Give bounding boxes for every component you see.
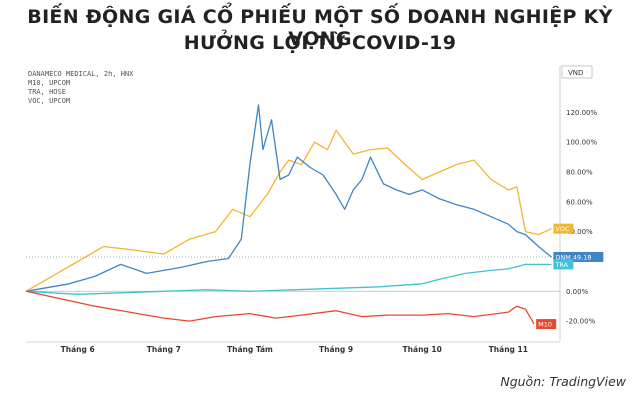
end-tag-label: DNM 49.18 bbox=[555, 253, 591, 261]
x-tick-label: Tháng 6 bbox=[61, 345, 95, 354]
chart-axes: VND 120.00% 100.00% 80.00% 60.00% 40.00% 0.00%… bbox=[26, 65, 597, 354]
chart-title-line-2: HƯỞNG LỢI TỪ COVID-19 bbox=[183, 32, 457, 54]
chart-end-tags: DNM 49.18 VOC TRA M10 bbox=[536, 223, 604, 330]
y-tick-label: 60.00% bbox=[566, 198, 593, 206]
series-line-m10 bbox=[25, 290, 535, 325]
y-tick-label: 40.00% bbox=[566, 228, 593, 236]
end-tag-m10 bbox=[536, 319, 557, 330]
series-line-dnm bbox=[25, 104, 552, 292]
end-tag-label: TRA bbox=[554, 261, 568, 269]
x-tick-label: Tháng 9 bbox=[319, 345, 353, 354]
end-tag-dnm bbox=[553, 251, 604, 262]
y-tick-label: 120.00% bbox=[566, 109, 597, 117]
y-tick-label: 100.00% bbox=[566, 139, 597, 147]
end-tag-voc bbox=[553, 223, 574, 234]
y-tick-label: -20.00% bbox=[566, 318, 596, 326]
end-tag-tra bbox=[553, 259, 574, 270]
series-line-voc bbox=[25, 129, 552, 292]
x-tick-label: Tháng 10 bbox=[403, 345, 442, 354]
y-tick-label: 0.00% bbox=[566, 288, 589, 296]
x-tick-label: Tháng Tám bbox=[227, 345, 273, 354]
legend-entry: TRA, HOSE bbox=[28, 88, 66, 96]
currency-label: VND bbox=[568, 69, 583, 77]
source-name: TradingView bbox=[549, 374, 626, 389]
x-tick-label: Tháng 11 bbox=[489, 345, 528, 354]
source-label: Nguồn: bbox=[500, 374, 546, 389]
legend-entry: VOC, UPCOM bbox=[28, 97, 70, 105]
legend-entry: M10, UPCOM bbox=[28, 79, 70, 87]
currency-box bbox=[561, 65, 593, 79]
chart-series bbox=[25, 104, 552, 325]
y-tick-label: 80.00% bbox=[566, 169, 593, 177]
source-credit: Nguồn: TradingView bbox=[500, 374, 626, 389]
chart-title-line-1: BIẾN ĐỘNG GIÁ CỔ PHIẾU MỘT SỐ DOANH NGHI… bbox=[27, 6, 613, 50]
legend-entry: DANAMECO MEDICAL, 2h, HNX bbox=[28, 70, 134, 78]
x-tick-label: Tháng 7 bbox=[147, 345, 181, 354]
end-tag-label: VOC bbox=[555, 225, 569, 233]
end-tag-label: M10 bbox=[538, 321, 552, 329]
series-line-tra bbox=[25, 263, 552, 295]
